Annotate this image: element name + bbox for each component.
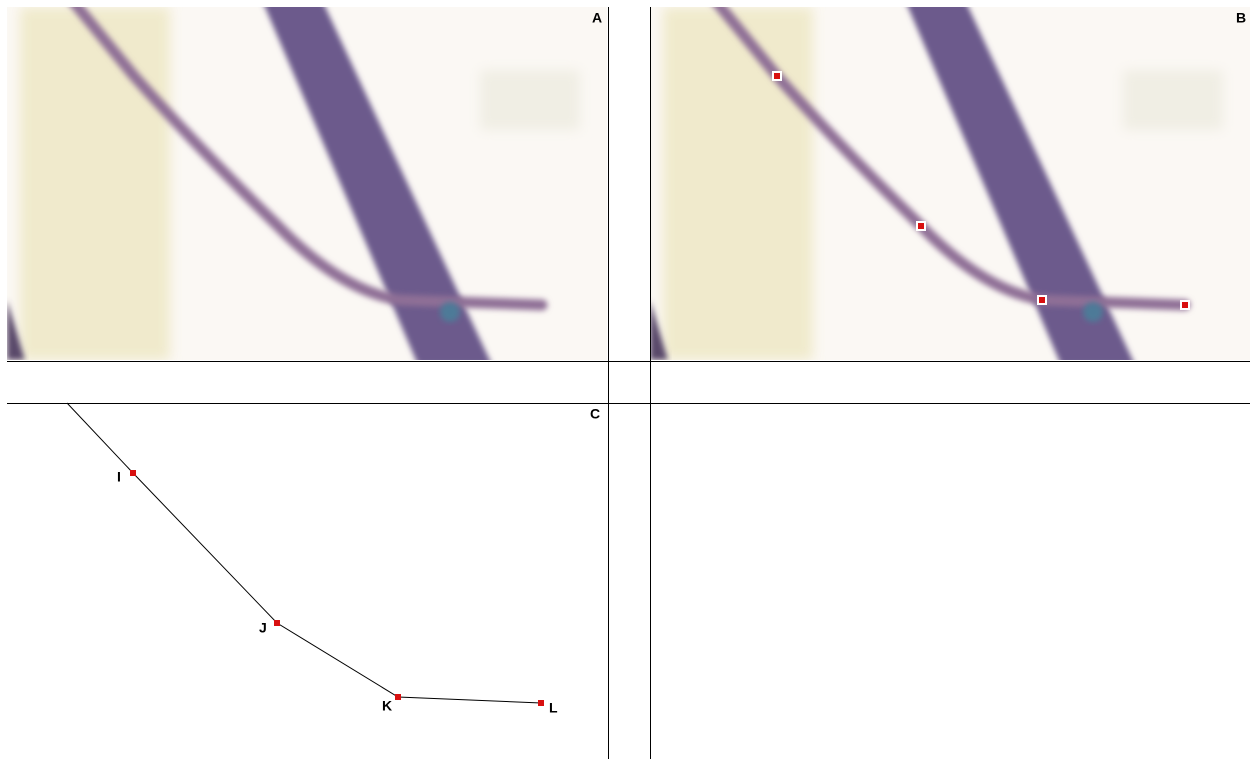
point — [274, 620, 280, 626]
marker — [773, 72, 781, 80]
point-label: L — [549, 700, 558, 716]
point-label: K — [382, 698, 392, 714]
point-label: I — [117, 469, 121, 485]
marker — [1038, 296, 1046, 304]
panel-label: B — [1236, 10, 1246, 26]
marker — [917, 222, 925, 230]
image-a — [7, 0, 607, 365]
panel-label: A — [592, 10, 602, 26]
panel-label: C — [590, 406, 600, 422]
point — [538, 700, 544, 706]
trace-line — [67, 403, 541, 703]
image-b — [650, 0, 1250, 365]
figure: A B C I J K L — [0, 0, 1250, 759]
marker — [1181, 301, 1189, 309]
point — [395, 694, 401, 700]
point — [130, 470, 136, 476]
point-label: J — [259, 620, 267, 636]
